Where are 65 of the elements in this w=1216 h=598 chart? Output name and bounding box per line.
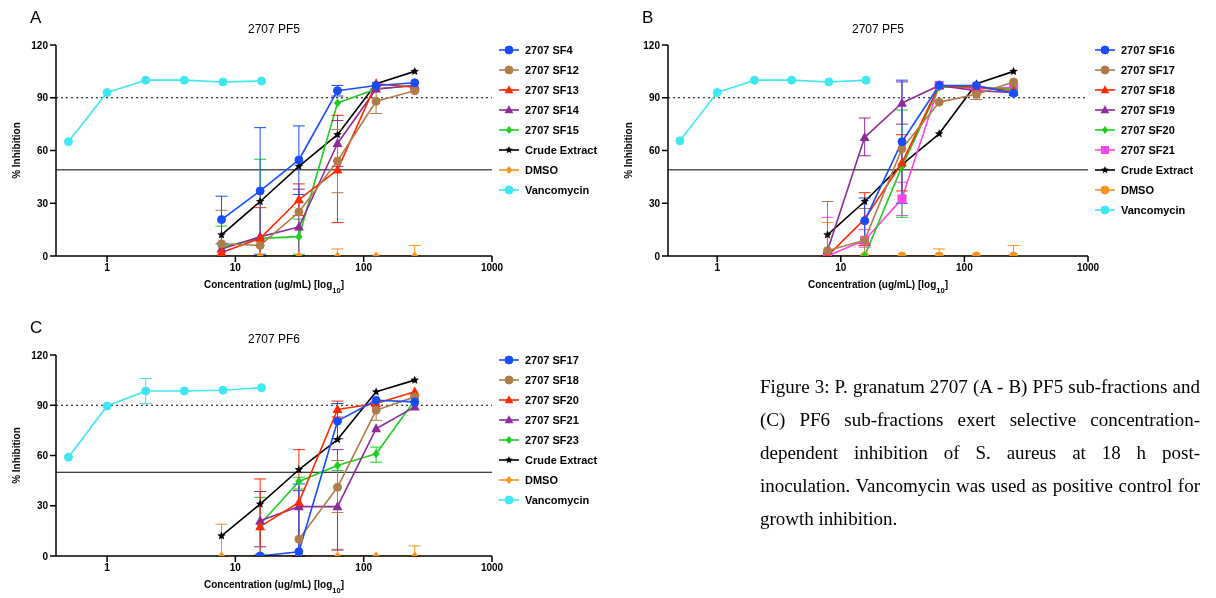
x-tick-label: 10 [229,562,242,574]
x-tick-label: 1000 [480,262,504,274]
y-tick-label: 120 [643,39,661,51]
y-axis-title: % Inhibition [623,122,634,179]
x-tick-label: 1000 [1076,262,1100,274]
legend-label: Vancomycin [525,184,590,196]
legend-label: 2707 SF13 [525,84,579,96]
legend-label: DMSO [1121,184,1154,196]
x-tick-label: 10 [835,262,847,274]
x-tick-label: 100 [956,262,974,274]
y-tick-label: 90 [648,92,661,104]
legend-label: Crude Extract [525,454,598,466]
y-tick-label: 30 [36,500,49,512]
legend-label: 2707 SF12 [525,64,579,76]
text: A [30,8,42,28]
x-axis-title: Concentration (ug/mL) [log$_{10}$] [203,579,345,595]
y-axis-title: % Inhibition [11,427,22,484]
y-tick-label: 0 [654,250,661,262]
legend-label: 2707 SF4 [525,44,573,56]
y-tick-label: 60 [36,450,49,462]
y-tick-label: 90 [36,92,49,104]
x-tick-label: 1 [104,562,111,574]
legend-label: Crude Extract [1121,164,1194,176]
y-tick-label: 120 [31,349,49,361]
chart-title: 2707 PF5 [850,22,905,36]
y-tick-label: 30 [648,197,661,209]
caption: Figure 3: P. granatum 2707 (A - B) PF5 sub-fractions and (C) PF6 sub-fractions exert selective concentration-dependent inhibition of S. aureus at 18 h post- inoculation. Vancomycin was used as positive control for growth inhibition. [760,375,1200,531]
x-tick-label: 1000 [480,562,504,574]
legend-label: 2707 SF20 [1121,124,1175,136]
y-tick-label: 60 [36,145,49,157]
y-tick-label: 120 [31,39,49,51]
legend-label: Crude Extract [525,144,598,156]
legend-label: Vancomycin [1121,204,1186,216]
legend-label: 2707 SF19 [1121,104,1175,116]
y-tick-label: 30 [36,197,49,209]
legend-label: 2707 SF17 [525,354,579,366]
legend-label: DMSO [525,164,558,176]
x-tick-label: 1 [104,262,111,274]
x-tick-label: 10 [229,262,242,274]
x-tick-label: 100 [355,262,373,274]
legend-label: Vancomycin [525,494,590,506]
y-axis-title: % Inhibition [11,122,22,179]
y-tick-label: 60 [648,145,661,157]
chart-title: 2707 PF6 [246,332,301,346]
legend-label: DMSO [525,474,558,486]
x-axis-title: Concentration (ug/mL) [log$_{10}$] [807,279,949,295]
legend-label: 2707 SF18 [1121,84,1175,96]
legend-label: 2707 SF16 [1121,44,1175,56]
y-tick-label: 90 [36,399,49,411]
legend-label: 2707 SF15 [525,124,579,136]
text: C [30,318,43,338]
x-axis-title: Concentration (ug/mL) [log$_{10}$] [203,279,345,295]
legend-label: 2707 SF21 [525,414,579,426]
y-tick-label: 0 [42,250,49,262]
legend-label: 2707 SF18 [525,374,579,386]
x-tick-label: 100 [355,562,373,574]
legend-label: 2707 SF23 [525,434,579,446]
legend-label: 2707 SF21 [1121,144,1175,156]
text: B [642,8,654,28]
x-tick-label: 1 [714,262,721,274]
y-tick-label: 0 [42,550,49,562]
chart-title: 2707 PF5 [246,22,301,36]
legend-label: 2707 SF14 [525,104,579,116]
legend-label: 2707 SF20 [525,394,579,406]
legend-label: 2707 SF17 [1121,64,1175,76]
